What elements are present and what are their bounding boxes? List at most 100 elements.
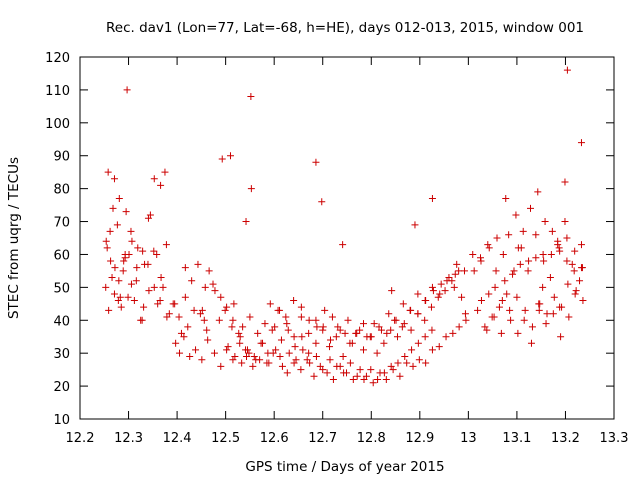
- data-point: [401, 352, 409, 360]
- data-point: [312, 352, 320, 360]
- data-point: [130, 297, 138, 305]
- data-point: [563, 234, 571, 242]
- data-point: [115, 277, 123, 285]
- data-point: [299, 346, 307, 354]
- y-tick-label: 50: [53, 281, 70, 296]
- data-point: [407, 326, 415, 334]
- data-point: [113, 221, 121, 229]
- data-point: [437, 280, 445, 288]
- data-point: [121, 254, 129, 262]
- data-point: [290, 333, 298, 341]
- data-point: [449, 329, 457, 337]
- data-point: [125, 250, 133, 258]
- data-point: [292, 356, 300, 364]
- data-point: [236, 333, 244, 341]
- data-point: [146, 211, 154, 219]
- data-point: [150, 283, 158, 291]
- data-point: [278, 362, 286, 370]
- data-point: [321, 306, 329, 314]
- data-point: [493, 234, 501, 242]
- data-point: [323, 369, 331, 377]
- data-point: [539, 250, 547, 258]
- data-point: [498, 297, 506, 305]
- data-point: [506, 306, 514, 314]
- data-point: [391, 316, 399, 324]
- y-axis-title: STEC from uqrg / TECUs: [6, 157, 22, 319]
- data-point: [400, 320, 408, 328]
- data-point: [541, 218, 549, 226]
- data-point: [532, 254, 540, 262]
- data-point: [561, 178, 569, 186]
- y-tick-label: 20: [53, 380, 70, 395]
- data-point: [534, 188, 542, 196]
- data-point: [127, 227, 135, 235]
- data-point: [436, 290, 444, 298]
- x-tick-label: 12.5: [211, 431, 240, 446]
- data-point: [127, 280, 135, 288]
- data-point: [329, 376, 337, 384]
- data-point: [120, 257, 128, 265]
- data-point: [460, 267, 468, 275]
- data-point: [570, 267, 578, 275]
- data-point: [556, 247, 564, 255]
- data-point: [353, 372, 361, 380]
- data-point: [291, 343, 299, 351]
- data-point: [261, 320, 269, 328]
- data-point: [349, 376, 357, 384]
- data-point: [554, 241, 562, 249]
- data-point: [230, 300, 238, 308]
- y-tick-label: 100: [45, 117, 70, 132]
- data-point: [341, 329, 349, 337]
- data-point: [564, 280, 572, 288]
- data-point: [250, 352, 258, 360]
- data-point: [274, 306, 282, 314]
- data-point: [393, 333, 401, 341]
- data-point: [389, 366, 397, 374]
- data-point: [577, 264, 585, 272]
- y-tick-label: 80: [53, 183, 70, 198]
- data-point: [297, 303, 305, 311]
- data-point: [565, 313, 573, 321]
- data-point: [139, 247, 147, 255]
- data-point: [409, 362, 417, 370]
- data-point: [540, 257, 548, 265]
- data-point: [268, 326, 276, 334]
- data-point: [434, 293, 442, 301]
- data-point: [495, 303, 503, 311]
- data-point: [576, 277, 584, 285]
- data-point: [339, 352, 347, 360]
- data-point: [398, 323, 406, 331]
- data-point: [333, 362, 341, 370]
- data-point: [194, 260, 202, 268]
- data-point: [246, 313, 254, 321]
- data-point: [539, 283, 547, 291]
- data-point: [205, 267, 213, 275]
- data-point: [556, 303, 564, 311]
- y-tick-label: 90: [53, 150, 70, 165]
- data-point: [356, 366, 364, 374]
- data-point: [290, 359, 298, 367]
- data-point: [497, 329, 505, 337]
- data-point: [102, 283, 110, 291]
- data-point: [501, 277, 509, 285]
- data-point: [421, 333, 429, 341]
- y-tick-label: 120: [45, 51, 70, 66]
- y-tick-label: 70: [53, 216, 70, 231]
- data-point: [571, 290, 579, 298]
- data-point: [266, 300, 274, 308]
- data-point: [492, 267, 500, 275]
- data-point: [514, 244, 522, 252]
- data-point: [577, 139, 585, 147]
- data-point: [528, 323, 536, 331]
- data-point: [387, 326, 395, 334]
- data-point: [157, 181, 165, 189]
- data-point: [414, 290, 422, 298]
- data-point: [102, 237, 110, 245]
- data-point: [367, 333, 375, 341]
- data-point: [513, 293, 521, 301]
- x-tick-label: 12.9: [405, 431, 434, 446]
- y-tick-label: 60: [53, 248, 70, 263]
- data-point: [312, 316, 320, 324]
- data-point: [535, 300, 543, 308]
- data-point: [200, 316, 208, 324]
